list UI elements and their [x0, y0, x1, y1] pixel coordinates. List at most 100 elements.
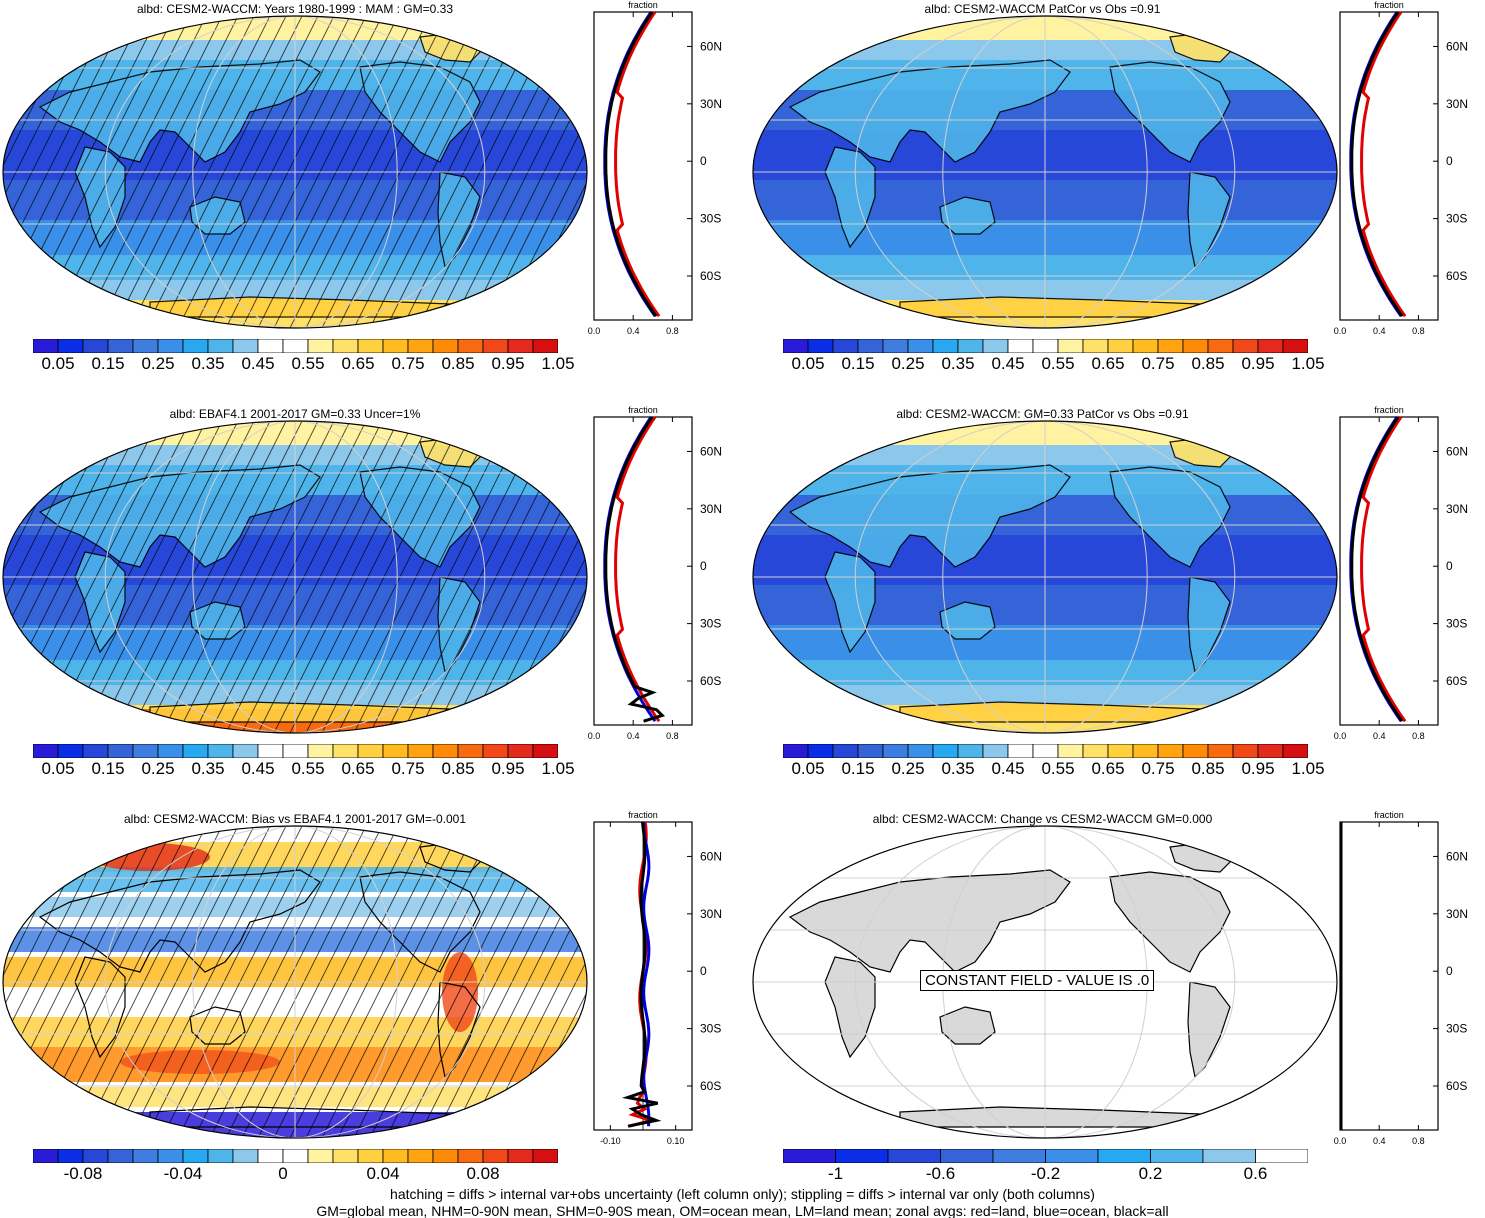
colorbar-swatch [1082, 339, 1109, 353]
colorbar-swatch [307, 744, 334, 758]
colorbar-tick-label: 0.45 [241, 759, 275, 778]
colorbar-tick-label: 0.05 [791, 759, 825, 778]
lat-label: 30N [1446, 907, 1468, 921]
meridian-line [104, 826, 486, 1138]
lat-label: 30N [1446, 502, 1468, 516]
colorbar-swatch [1032, 744, 1059, 758]
colorbar-swatch [157, 1149, 184, 1163]
colorbar-tick-label: 0.55 [291, 354, 325, 373]
continent-outline [359, 871, 481, 973]
zonal-mean-plot: fraction 60N 30N 0 30S 60S 0.0 0.4 0.8 [588, 0, 722, 336]
colorbar-swatch [1182, 339, 1209, 353]
lat-label: 30N [700, 97, 722, 111]
lat-label: 30N [700, 907, 722, 921]
panel-title: albd: EBAF4.1 2001-2017 GM=0.33 Uncer=1% [169, 407, 421, 421]
colorbar-swatch [207, 1149, 234, 1163]
colorbar-swatch [33, 744, 59, 758]
colorbar-swatch [907, 339, 934, 353]
zonal-line-land [614, 416, 661, 723]
colorbar-swatch [1282, 339, 1308, 353]
colorbar-swatch [282, 339, 309, 353]
colorbar-labels: 0.05 0.15 0.25 0.35 0.45 0.55 0.65 0.75 0.85 0.95… [783, 354, 1324, 376]
colorbar-swatch [457, 744, 484, 758]
colorbar-swatch [1182, 744, 1209, 758]
colorbar-swatch [857, 744, 884, 758]
lat-label: 60S [1446, 269, 1467, 283]
meridian-line [192, 16, 398, 328]
colorbar-swatch [532, 744, 558, 758]
meridian-line [854, 421, 1236, 733]
colorbar-swatch [182, 339, 209, 353]
colorbar-tick-label: 0.85 [441, 759, 475, 778]
colorbar-swatch [57, 1149, 84, 1163]
lat-label: 60S [1446, 1079, 1467, 1093]
colorbar-tick-label: 0.55 [291, 759, 325, 778]
colorbar-swatch [835, 1149, 889, 1163]
colorbar-swatch [432, 339, 459, 353]
colorbar-swatch [1257, 744, 1284, 758]
colorbar-swatch [1207, 744, 1234, 758]
colorbar-swatch [982, 744, 1009, 758]
colorbar-swatch [932, 339, 959, 353]
colorbar-swatch [282, 1149, 309, 1163]
lat-label: 0 [1446, 154, 1453, 168]
lat-label: 60S [700, 1079, 721, 1093]
continent-outline [1109, 871, 1231, 973]
map-border [752, 420, 1338, 734]
continent-outline [1187, 576, 1231, 674]
colorbar-swatch [107, 1149, 134, 1163]
meridian-line [942, 16, 1148, 328]
meridian-line [192, 826, 398, 1138]
colorbar-swatch [482, 744, 509, 758]
colorbar-swatch [157, 744, 184, 758]
map-field [3, 16, 587, 328]
map-field [3, 421, 587, 733]
colorbar-swatch [82, 744, 109, 758]
colorbar-swatch [940, 1149, 994, 1163]
footer-note-1: hatching = diffs > internal var+obs unce… [390, 1186, 1095, 1202]
lat-label: 60N [1446, 849, 1468, 863]
zonal-mean-plot: fraction 60N 30N 0 30S 60S 0.0 0.4 0.8 [1334, 0, 1468, 336]
albedo-map [752, 420, 1338, 734]
albedo-change-map [752, 825, 1338, 1139]
colorbar-tick-label: 0.95 [1241, 354, 1275, 373]
lat-label: 60N [700, 849, 722, 863]
lat-label: 0 [700, 559, 707, 573]
colorbar-tick-label: 0.15 [841, 354, 875, 373]
colorbar-tick-label: 1.05 [1291, 354, 1325, 373]
panel-title: albd: CESM2-WACCM: GM=0.33 PatCor vs Obs… [896, 407, 1189, 421]
lat-label: 30S [1446, 617, 1467, 631]
colorbar-tick-label: 1.05 [1291, 759, 1325, 778]
meridian-line [942, 421, 1148, 733]
colorbar-swatch [957, 339, 984, 353]
colorbar-swatch [832, 339, 859, 353]
colorbar-tick-label: 0.6 [1243, 1164, 1268, 1183]
colorbar-swatch [457, 1149, 484, 1163]
colorbar-swatch [132, 339, 159, 353]
colorbar-swatch [1107, 339, 1134, 353]
colorbar-tick-label: 0.15 [91, 354, 125, 373]
colorbar-labels: -1 -0.6 -0.2 0.2 0.6 [783, 1164, 1308, 1186]
colorbar-tick-label: 0.35 [191, 354, 225, 373]
colorbar-swatch [257, 1149, 284, 1163]
colorbar-tick-label: 0.65 [1091, 354, 1125, 373]
bias-hotspot [90, 843, 210, 871]
colorbar-swatch [232, 744, 259, 758]
x-tick-label: 0.0 [1334, 731, 1347, 741]
colorbar-swatch [132, 1149, 159, 1163]
colorbar-swatch [507, 1149, 534, 1163]
colorbar-tick-label: 0.55 [1041, 759, 1075, 778]
zonal-header: fraction [1374, 0, 1404, 10]
colorbar-tick-label: 0.85 [1191, 354, 1225, 373]
panel-title: albd: CESM2-WACCM PatCor vs Obs =0.91 [924, 2, 1161, 16]
colorbar-swatch [357, 744, 384, 758]
panel-obs-ebaf: albd: EBAF4.1 2001-2017 GM=0.33 Uncer=1%… [0, 405, 740, 785]
colorbar-swatch [307, 339, 334, 353]
meridian-line [104, 16, 486, 328]
colorbar-swatch [783, 1149, 836, 1163]
colorbar-tick-label: 0.95 [491, 354, 525, 373]
colorbar-swatch [1045, 1149, 1099, 1163]
colorbar-swatch [882, 744, 909, 758]
colorbar-tick-label: 0.75 [391, 354, 425, 373]
zonal-header: fraction [628, 0, 658, 10]
